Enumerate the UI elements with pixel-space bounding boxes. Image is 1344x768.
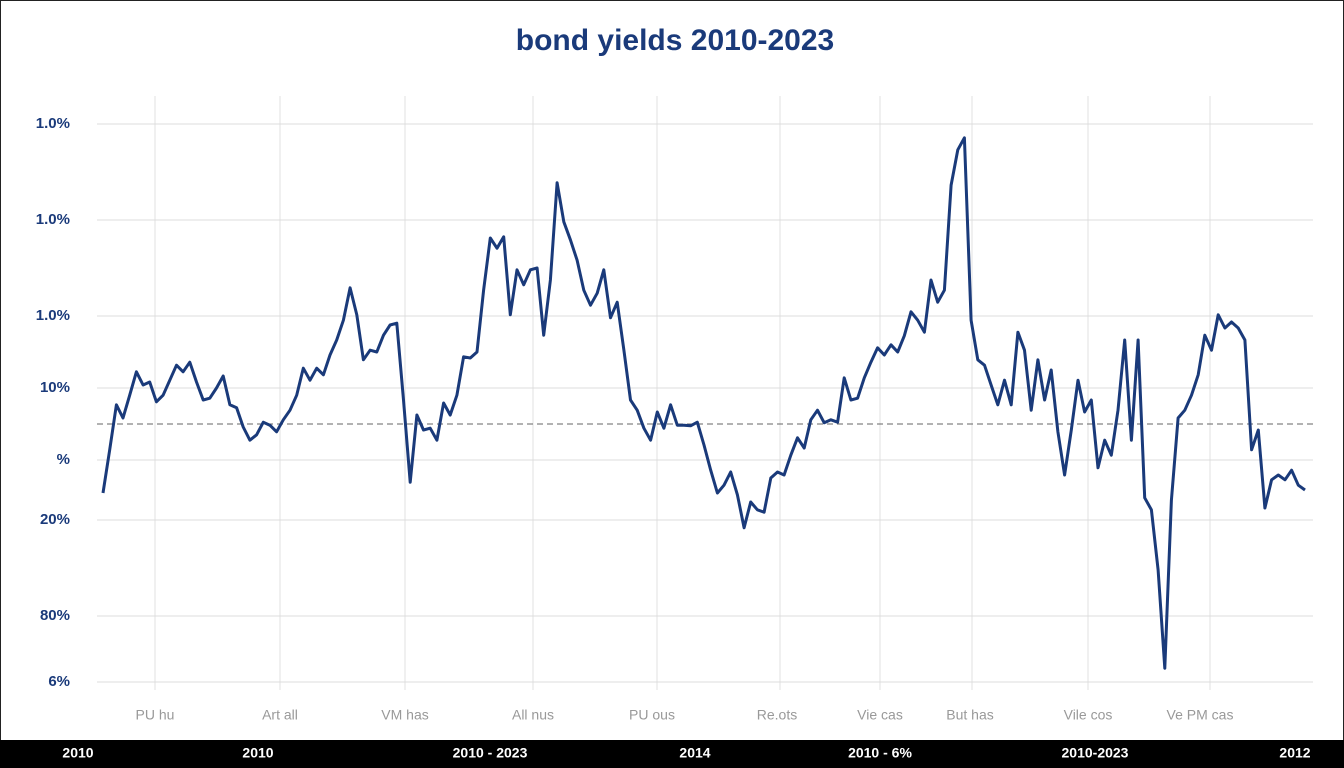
band-label: 2010-2023: [1062, 745, 1129, 761]
x-tick-label: Vie cas: [857, 707, 903, 723]
band-label: 2010: [62, 745, 93, 761]
y-tick-label: 1.0%: [36, 211, 70, 228]
y-tick-label: 6%: [48, 673, 70, 690]
x-tick-label: Vile cos: [1064, 707, 1113, 723]
x-tick-label: Ve PM cas: [1167, 707, 1234, 723]
y-tick-label: %: [57, 451, 70, 468]
band-label: 2014: [679, 745, 710, 761]
band-label: 2010: [242, 745, 273, 761]
x-tick-label: VM has: [381, 707, 428, 723]
x-tick-label: All nus: [512, 707, 554, 723]
x-tick-label: PU hu: [136, 707, 175, 723]
y-tick-label: 1.0%: [36, 115, 70, 132]
band-strip: [0, 740, 1344, 768]
y-tick-label: 20%: [40, 511, 70, 528]
band-label: 2012: [1279, 745, 1310, 761]
x-tick-label: PU ous: [629, 707, 675, 723]
y-tick-label: 1.0%: [36, 307, 70, 324]
x-tick-label: But has: [946, 707, 993, 723]
y-tick-label: 80%: [40, 607, 70, 624]
y-tick-label: 10%: [40, 379, 70, 396]
x-tick-label: Re.ots: [757, 707, 797, 723]
band-label: 2010 - 6%: [848, 745, 912, 761]
x-tick-label: Art all: [262, 707, 298, 723]
data-line: [101, 136, 1306, 670]
chart-title: bond yields 2010-2023: [516, 24, 835, 57]
band-label: 2010 - 2023: [453, 745, 528, 761]
